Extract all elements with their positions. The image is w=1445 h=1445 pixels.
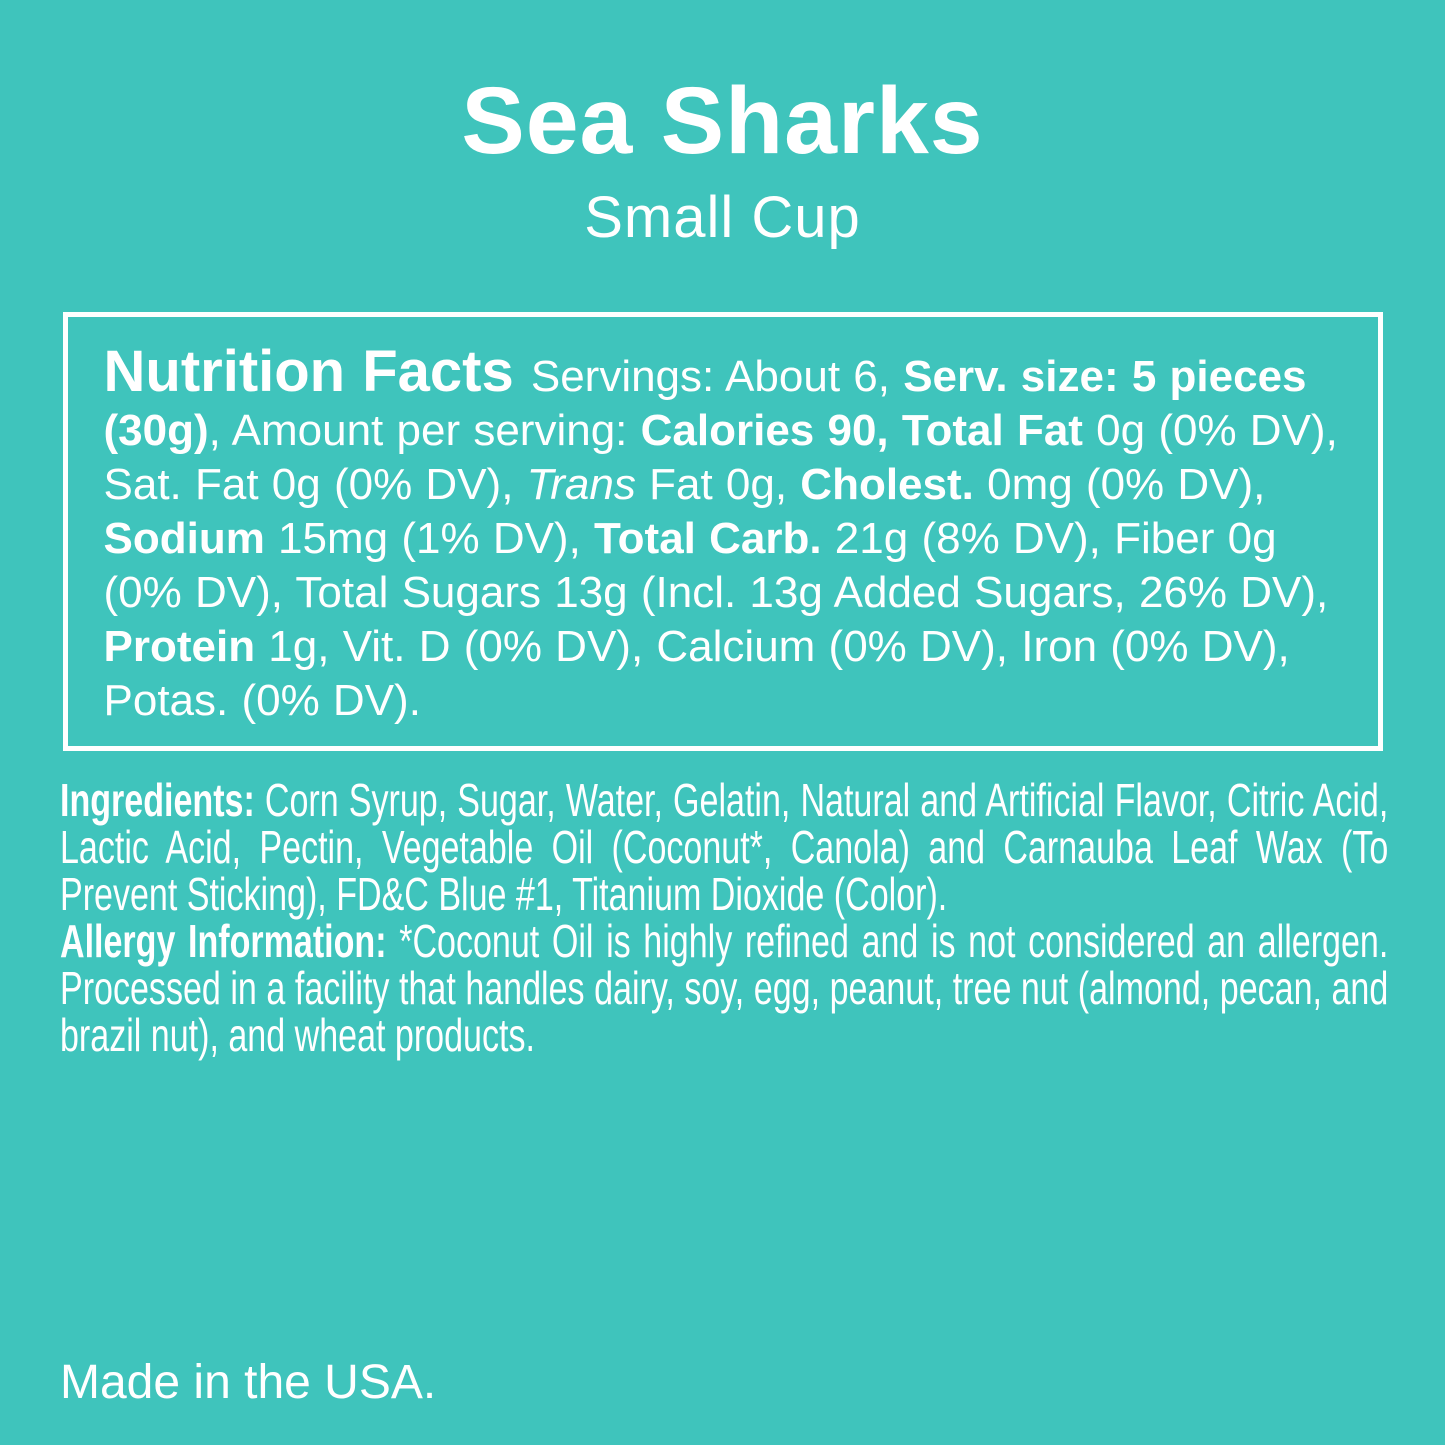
ingredients-text: Ingredients: Corn Syrup, Sugar, Water, G…	[60, 774, 1389, 920]
nutrition-facts-panel: Nutrition Facts Servings: About 6, Serv.…	[62, 312, 1383, 751]
allergy-information-text: Allergy Information: *Coconut Oil is hig…	[60, 915, 1389, 1061]
product-title: Sea Sharks	[461, 68, 984, 174]
made-in-usa-text: Made in the USA.	[60, 1356, 437, 1409]
label-background: { "colors": { "background": "#3FC4BC", "…	[0, 74, 1445, 1445]
product-subtitle: Small Cup	[584, 185, 861, 250]
nutrition-facts-text: Nutrition Facts Servings: About 6, Serv.…	[103, 339, 1338, 726]
ingredients-allergy-block: Ingredients: Corn Syrup, Sugar, Water, G…	[60, 777, 1445, 1059]
condensed-text-container: Ingredients: Corn Syrup, Sugar, Water, G…	[60, 777, 1388, 1059]
